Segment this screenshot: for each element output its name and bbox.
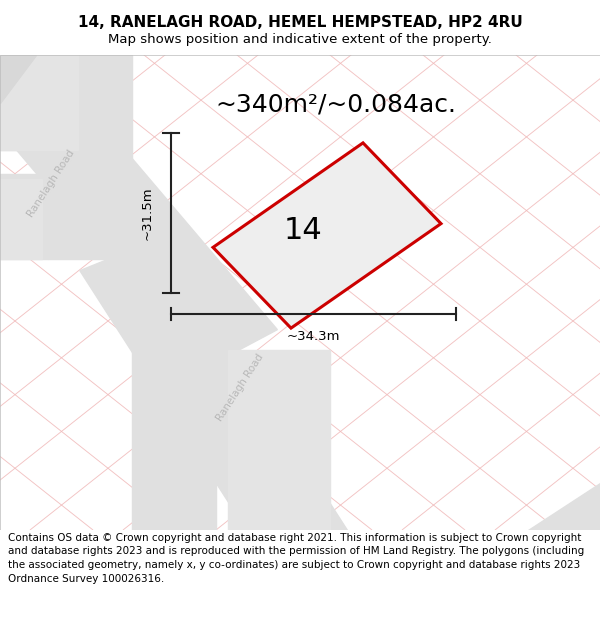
Text: Map shows position and indicative extent of the property.: Map shows position and indicative extent…	[108, 33, 492, 46]
Polygon shape	[0, 174, 48, 259]
Text: Ranelagh Road: Ranelagh Road	[26, 148, 76, 219]
Polygon shape	[228, 349, 330, 530]
Polygon shape	[0, 179, 42, 259]
Polygon shape	[48, 55, 132, 259]
Text: 14, RANELAGH ROAD, HEMEL HEMPSTEAD, HP2 4RU: 14, RANELAGH ROAD, HEMEL HEMPSTEAD, HP2 …	[77, 15, 523, 30]
Polygon shape	[0, 11, 277, 369]
Polygon shape	[80, 238, 352, 570]
Polygon shape	[0, 55, 90, 150]
Text: Contains OS data © Crown copyright and database right 2021. This information is : Contains OS data © Crown copyright and d…	[8, 533, 584, 584]
Polygon shape	[132, 259, 216, 530]
Text: ~34.3m: ~34.3m	[287, 330, 341, 342]
Text: 14: 14	[284, 216, 322, 245]
Polygon shape	[213, 143, 441, 328]
Text: ~31.5m: ~31.5m	[140, 186, 154, 239]
Text: Ranelagh Road: Ranelagh Road	[215, 352, 265, 423]
Polygon shape	[0, 55, 36, 102]
Polygon shape	[0, 55, 78, 150]
Polygon shape	[0, 55, 48, 126]
Text: ~340m²/~0.084ac.: ~340m²/~0.084ac.	[215, 93, 457, 117]
Polygon shape	[528, 482, 600, 530]
